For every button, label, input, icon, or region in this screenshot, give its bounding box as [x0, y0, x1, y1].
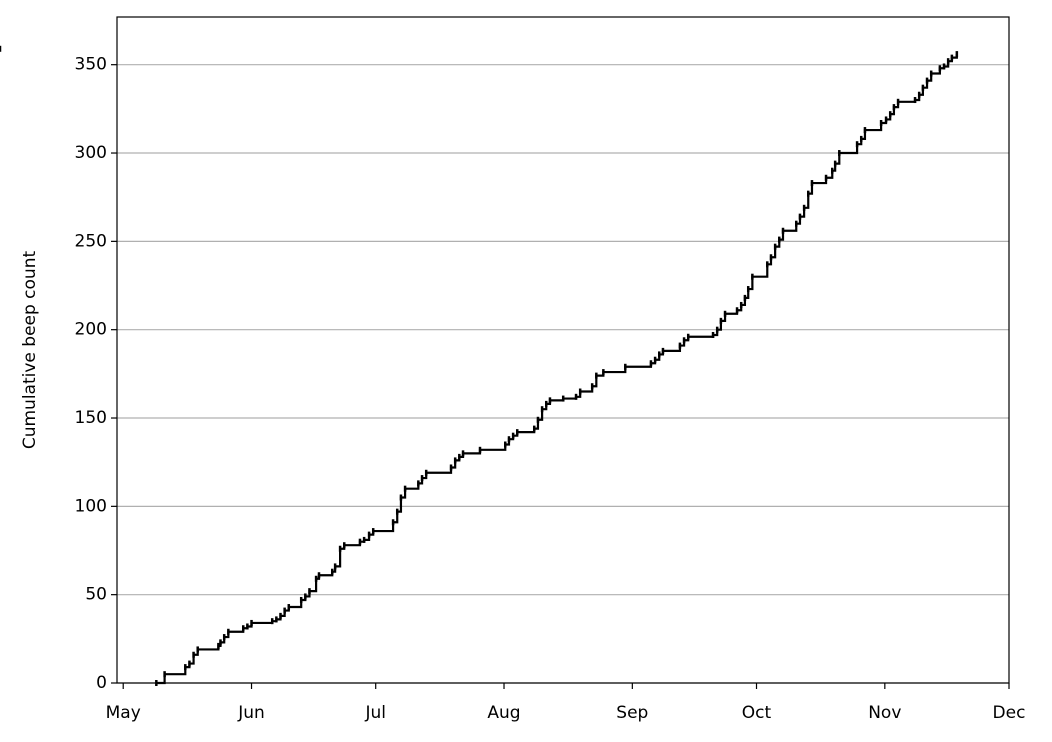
y-tick-label: 50 — [85, 585, 107, 605]
plot-frame — [116, 16, 1010, 684]
x-tick-label: Oct — [742, 703, 772, 723]
y-tick-label: 350 — [75, 55, 107, 75]
x-tick-label: Dec — [993, 703, 1026, 723]
y-axis-label: Cumulative beep count — [20, 251, 40, 450]
y-tick-label: 300 — [75, 143, 107, 163]
x-tick-label: Aug — [487, 703, 520, 723]
y-tick-label: 150 — [75, 408, 107, 428]
y-tick-label: 200 — [75, 320, 107, 340]
x-tick-label: Jul — [364, 703, 386, 723]
x-tick-label: Nov — [868, 703, 901, 723]
y-tick-label: 250 — [75, 231, 107, 251]
y-tick-label: 0 — [96, 673, 107, 693]
step-line — [156, 54, 958, 685]
y-tick-label: 100 — [75, 496, 107, 516]
x-tick-label: Jun — [237, 703, 265, 723]
x-tick-label: Sep — [616, 703, 648, 723]
x-tick-label: May — [106, 703, 141, 723]
